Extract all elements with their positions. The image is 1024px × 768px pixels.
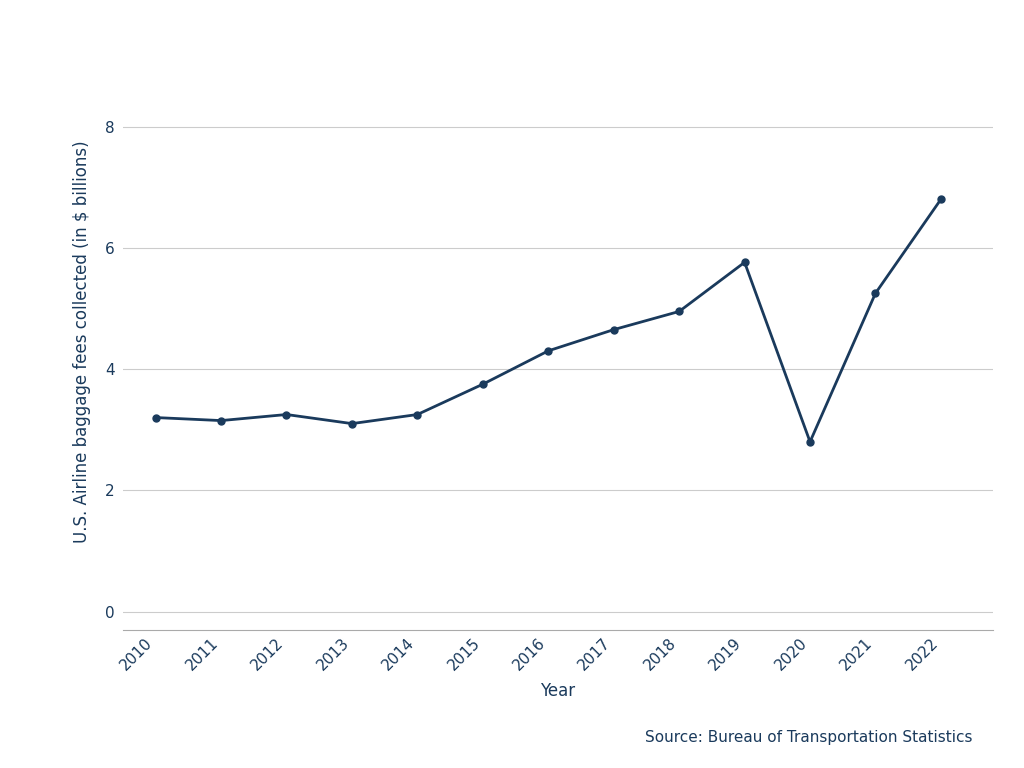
Y-axis label: U.S. Airline baggage fees collected (in $ billions): U.S. Airline baggage fees collected (in … — [73, 141, 91, 543]
X-axis label: Year: Year — [541, 681, 575, 700]
Text: Source: Bureau of Transportation Statistics: Source: Bureau of Transportation Statist… — [645, 730, 973, 745]
